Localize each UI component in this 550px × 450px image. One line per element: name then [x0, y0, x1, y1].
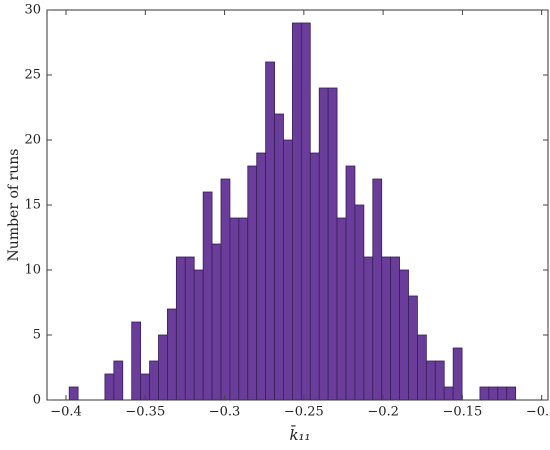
bar [202, 191, 213, 401]
bar [497, 386, 508, 401]
bar [274, 113, 284, 401]
bar [443, 386, 454, 401]
y-tick-label: 5 [33, 328, 41, 343]
bar [238, 217, 249, 401]
bar [256, 152, 267, 401]
bar [131, 321, 142, 401]
bar [354, 204, 365, 401]
y-tick-label: 30 [24, 3, 41, 18]
bar [399, 269, 409, 401]
y-tick-label: 15 [24, 198, 41, 213]
bar [104, 373, 115, 401]
y-tick-label: 25 [24, 68, 41, 83]
x-axis-label: k̄₁₁ [289, 426, 310, 444]
bar [417, 334, 427, 401]
bar [247, 165, 258, 401]
bar [488, 386, 499, 401]
bar [265, 61, 275, 401]
x-tick-label: −0.2 [367, 405, 399, 420]
bar [300, 22, 311, 401]
bar [452, 347, 463, 401]
bar [479, 386, 490, 401]
bar [336, 217, 347, 401]
bar [381, 256, 392, 401]
x-tick-label: −0.4 [50, 405, 82, 420]
bar [345, 165, 356, 401]
x-tick-label: −0.3 [209, 405, 241, 420]
y-tick-label: 10 [24, 263, 41, 278]
bar [167, 308, 177, 401]
bar [175, 256, 186, 401]
bar [327, 87, 338, 401]
y-tick-label: 0 [33, 393, 41, 408]
bar [211, 243, 222, 401]
bar [434, 360, 445, 401]
bar [309, 152, 320, 401]
bar [425, 360, 436, 401]
bar [372, 178, 383, 401]
bar [292, 22, 302, 401]
bar [220, 178, 231, 401]
bar [283, 139, 293, 401]
bar [149, 360, 159, 401]
bar [318, 87, 329, 401]
bar [506, 386, 517, 401]
x-tick-label: −0.1 [526, 405, 550, 420]
bar [113, 360, 124, 401]
bar [229, 217, 240, 401]
bar [193, 269, 204, 401]
bar [158, 334, 168, 401]
x-tick-label: −0.35 [125, 405, 165, 420]
x-tick-label: −0.25 [284, 405, 324, 420]
y-tick-label: 20 [24, 133, 41, 148]
bar [68, 386, 79, 401]
x-tick-label: −0.15 [442, 405, 482, 420]
bar [408, 295, 418, 401]
bar [390, 256, 400, 401]
bar [184, 256, 195, 401]
y-axis-label: Number of runs [6, 149, 22, 262]
bar [363, 256, 374, 401]
